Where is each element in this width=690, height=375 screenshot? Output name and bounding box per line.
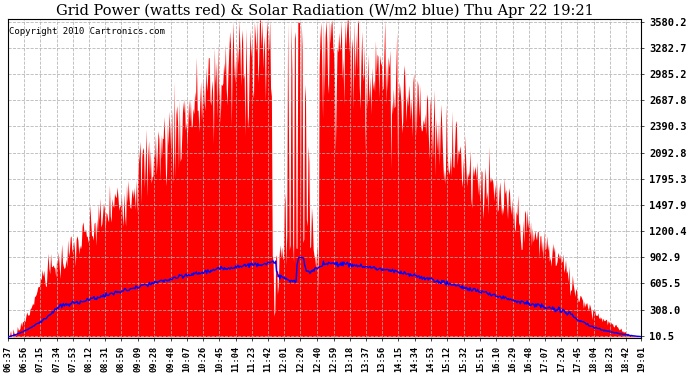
- Text: Copyright 2010 Cartronics.com: Copyright 2010 Cartronics.com: [9, 27, 165, 36]
- Title: Grid Power (watts red) & Solar Radiation (W/m2 blue) Thu Apr 22 19:21: Grid Power (watts red) & Solar Radiation…: [56, 3, 593, 18]
